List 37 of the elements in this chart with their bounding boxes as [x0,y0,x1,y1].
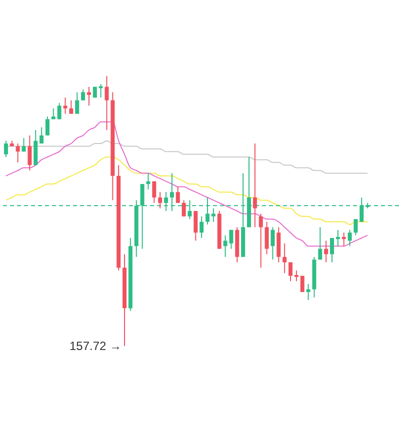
candlestick [211,208,216,222]
candlestick [63,97,68,114]
candlestick [258,213,263,268]
candlestick [45,116,50,136]
candlestick [306,283,310,301]
candlestick [318,226,322,260]
candlestick [57,102,62,120]
candlestick [81,89,86,101]
candlestick [16,143,20,163]
candlestick [158,192,162,209]
candlestick [28,134,32,171]
candlestick [176,186,180,204]
candlestick [40,126,44,144]
candlestick [288,262,292,282]
candlestick [104,76,109,130]
candlestick [282,242,287,274]
candlestick [270,226,275,260]
candlestick [354,218,358,236]
candlestick [152,180,156,204]
candlestick [22,138,26,152]
candlestick [324,240,328,263]
candlestick [182,200,186,217]
candlestick [294,270,298,282]
annotation: 157.72 → [69,339,122,353]
candlestick [200,216,204,238]
candlestick [4,140,8,158]
candlestick [330,238,334,263]
candlestick [69,100,74,114]
candlestick [336,229,340,247]
candlestick [75,92,80,114]
candlestick [194,210,198,242]
candlestick [348,229,352,247]
candlestick [146,172,150,190]
candlestick [342,232,346,247]
candlestick [264,221,269,255]
candlestick [252,143,257,228]
candlestick [86,86,91,106]
